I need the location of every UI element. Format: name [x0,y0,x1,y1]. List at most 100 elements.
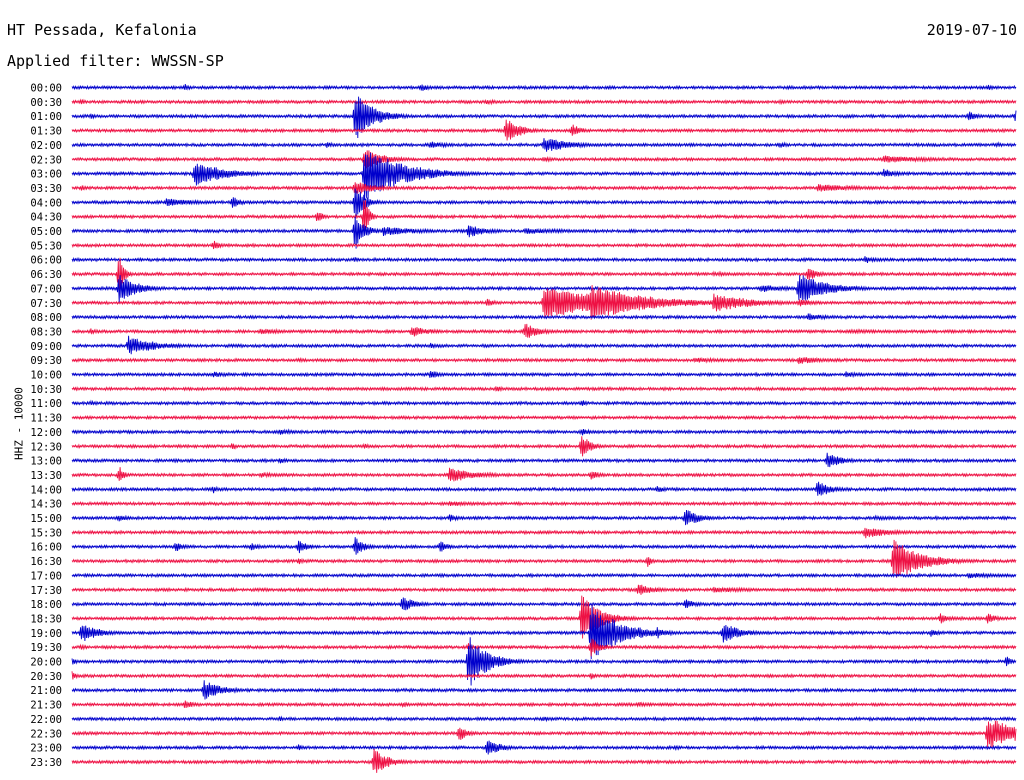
trace-0830 [71,323,1017,338]
trace-0730 [71,285,1017,320]
trace-1600 [71,537,1017,555]
trace-0000 [71,84,1017,91]
trace-1130 [71,414,1017,421]
trace-0800 [71,313,1017,321]
trace-2300 [71,740,1017,755]
trace-1030 [71,385,1017,393]
trace-2130 [71,700,1017,709]
trace-0230 [71,150,1017,169]
trace-1100 [71,399,1017,407]
row-time-label: 19:30 [30,642,62,654]
row-time-label: 06:30 [30,269,62,281]
trace-1330 [71,467,1017,482]
trace-0900 [71,335,1017,355]
trace-1530 [71,527,1017,539]
trace-1000 [71,371,1017,379]
trace-2100 [71,680,1017,700]
row-time-label: 09:30 [30,355,62,367]
row-time-label: 10:00 [30,370,62,382]
row-time-label: 08:00 [30,312,62,324]
trace-1900 [71,605,1017,660]
trace-1830 [71,595,1017,639]
row-time-label: 23:00 [30,743,62,755]
trace-0500 [71,216,1017,249]
row-time-label: 03:00 [30,169,62,181]
row-time-label: 02:00 [30,140,62,152]
row-time-label: 13:30 [30,470,62,482]
row-time-label: 13:00 [30,456,62,468]
trace-0400 [71,188,1017,218]
trace-0300 [71,152,1017,201]
row-time-label: 21:00 [30,685,62,697]
row-time-label: 15:30 [30,527,62,539]
trace-1430 [71,500,1017,508]
trace-1930 [71,638,1017,657]
row-time-label: 18:30 [30,613,62,625]
row-time-label: 11:00 [30,398,62,410]
row-time-label: 04:30 [30,212,62,224]
trace-0530 [71,240,1017,250]
trace-0200 [71,138,1017,152]
row-time-label: 01:30 [30,126,62,138]
trace-0030 [71,98,1017,106]
row-time-label: 22:30 [30,728,62,740]
row-time-label: 22:00 [30,714,62,726]
trace-1300 [71,452,1017,468]
row-time-label: 05:00 [30,226,62,238]
row-time-label: 23:30 [30,757,62,769]
trace-0330 [71,182,1017,194]
trace-2000 [71,637,1017,686]
trace-0630 [71,257,1017,296]
row-time-label: 14:30 [30,499,62,511]
date-label: 2019-07-10 [926,21,1017,39]
trace-2200 [71,715,1017,723]
row-time-label: 10:30 [30,384,62,396]
row-time-label: 07:30 [30,298,62,310]
trace-0600 [71,256,1017,264]
row-time-label: 01:00 [30,111,62,123]
row-time-label: 02:30 [30,154,62,166]
row-time-label: 17:00 [30,570,62,582]
row-time-label: 06:00 [30,255,62,267]
trace-1700 [71,571,1017,579]
row-time-label: 18:00 [30,599,62,611]
row-time-label: 12:30 [30,441,62,453]
row-time-label: 09:00 [30,341,62,353]
trace-0430 [71,200,1017,234]
row-time-label: 08:30 [30,326,62,338]
row-time-label: 11:30 [30,413,62,425]
trace-2330 [71,748,1017,773]
row-time-label: 16:00 [30,542,62,554]
row-time-label: 05:30 [30,240,62,252]
row-time-label: 20:00 [30,657,62,669]
station-title: HT Pessada, Kefalonia [7,21,197,39]
row-time-label: 03:30 [30,183,62,195]
row-time-label: 04:00 [30,197,62,209]
row-time-label: 20:30 [30,671,62,683]
row-time-label: 07:00 [30,283,62,295]
row-time-label: 19:00 [30,628,62,640]
row-time-label: 00:00 [30,83,62,95]
trace-0100 [71,96,1017,139]
row-time-label: 00:30 [30,97,62,109]
trace-0930 [71,356,1017,365]
row-time-label: 17:30 [30,585,62,597]
trace-1500 [71,509,1017,526]
row-time-label: 16:30 [30,556,62,568]
trace-2030 [71,671,1017,680]
row-time-label: 21:30 [30,700,62,712]
row-time-label: 15:00 [30,513,62,525]
trace-1200 [71,428,1017,436]
row-time-label: 14:00 [30,484,62,496]
trace-0130 [71,119,1017,141]
trace-2230 [71,720,1017,748]
trace-0700 [71,275,1017,303]
row-time-label: 12:00 [30,427,62,439]
trace-1800 [71,597,1017,611]
filter-label: Applied filter: WWSSN-SP [7,52,224,70]
trace-1730 [71,584,1017,595]
trace-1230 [71,436,1017,457]
trace-1400 [71,481,1017,496]
trace-1630 [71,539,1017,578]
